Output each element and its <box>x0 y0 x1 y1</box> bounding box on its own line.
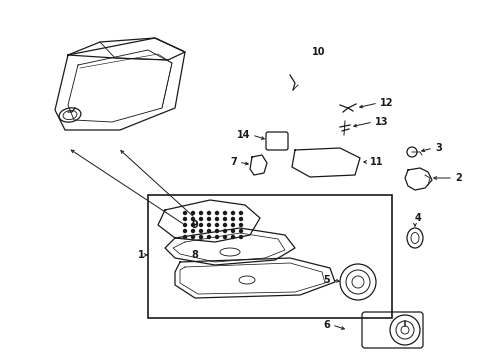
Circle shape <box>191 224 194 226</box>
Circle shape <box>239 235 242 239</box>
Circle shape <box>215 212 218 215</box>
Circle shape <box>215 224 218 226</box>
Circle shape <box>183 217 186 220</box>
Text: 12: 12 <box>379 98 393 108</box>
Text: 2: 2 <box>454 173 461 183</box>
Circle shape <box>231 230 234 233</box>
Text: 10: 10 <box>311 47 325 57</box>
Text: 11: 11 <box>369 157 383 167</box>
Circle shape <box>191 217 194 220</box>
Circle shape <box>183 235 186 239</box>
Text: 9: 9 <box>191 220 198 230</box>
Circle shape <box>223 235 226 239</box>
Circle shape <box>207 212 210 215</box>
Circle shape <box>199 217 202 220</box>
Circle shape <box>223 217 226 220</box>
Circle shape <box>215 230 218 233</box>
Text: 14: 14 <box>236 130 249 140</box>
Text: 13: 13 <box>374 117 387 127</box>
Text: 6: 6 <box>323 320 329 330</box>
Circle shape <box>199 235 202 239</box>
Circle shape <box>183 230 186 233</box>
Text: 3: 3 <box>434 143 441 153</box>
Circle shape <box>231 235 234 239</box>
Circle shape <box>199 212 202 215</box>
Circle shape <box>207 224 210 226</box>
Circle shape <box>191 212 194 215</box>
Circle shape <box>215 235 218 239</box>
Circle shape <box>207 217 210 220</box>
Circle shape <box>215 217 218 220</box>
Circle shape <box>239 212 242 215</box>
Text: 1: 1 <box>138 250 145 260</box>
Circle shape <box>223 224 226 226</box>
Circle shape <box>239 217 242 220</box>
Circle shape <box>191 230 194 233</box>
Circle shape <box>231 224 234 226</box>
Text: 5: 5 <box>323 275 329 285</box>
Circle shape <box>223 230 226 233</box>
Circle shape <box>231 217 234 220</box>
Circle shape <box>199 224 202 226</box>
Circle shape <box>239 224 242 226</box>
Circle shape <box>183 212 186 215</box>
Circle shape <box>231 212 234 215</box>
Text: 7: 7 <box>230 157 237 167</box>
Bar <box>148 195 391 318</box>
Circle shape <box>199 230 202 233</box>
Circle shape <box>239 230 242 233</box>
Text: 4: 4 <box>414 213 421 223</box>
Circle shape <box>191 235 194 239</box>
Circle shape <box>207 235 210 239</box>
Circle shape <box>183 224 186 226</box>
Circle shape <box>223 212 226 215</box>
Text: 8: 8 <box>191 250 198 260</box>
Circle shape <box>207 230 210 233</box>
